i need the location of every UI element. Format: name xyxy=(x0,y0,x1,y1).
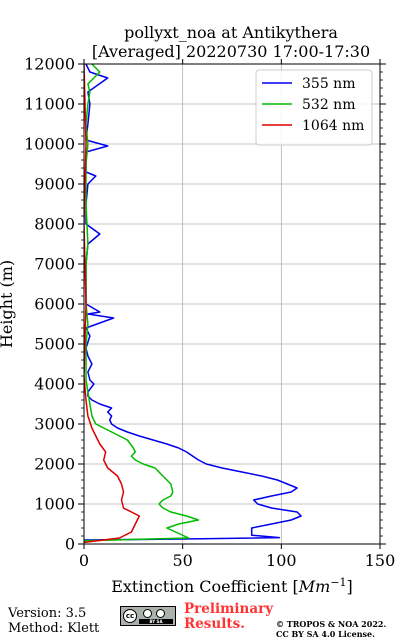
chart-title: pollyxt_noa at Antikythera xyxy=(124,23,338,42)
legend-box xyxy=(255,69,373,146)
series-line-1064-nm xyxy=(84,64,141,544)
method-text: Method: Klett xyxy=(8,621,100,636)
x-axis-label-close: ] xyxy=(347,577,353,596)
ticks: 0 50 100 150 0 1000 2000 3000 4000 5000 6000 7000 80… xyxy=(24,55,395,571)
x-axis-unit: Mm xyxy=(298,577,331,596)
x-tick-label: 100 xyxy=(266,551,297,570)
series-line-355-nm xyxy=(84,64,302,541)
extinction-profile-chart: pollyxt_noa at Antikythera [Averaged] 20… xyxy=(0,23,395,596)
sa-icon xyxy=(156,609,165,618)
by-icon xyxy=(143,609,152,618)
y-tick-label: 12000 xyxy=(24,55,75,74)
by-sa-icons xyxy=(139,609,173,619)
x-axis-unit-exponent: −1 xyxy=(330,576,346,589)
y-tick-label: 2000 xyxy=(34,455,75,474)
version-method: Version: 3.5 Method: Klett xyxy=(8,606,99,636)
copyright-line2: CC BY SA 4.0 License. xyxy=(276,628,375,639)
series-line-532-nm xyxy=(84,64,200,542)
preliminary-notice: Preliminary Results. xyxy=(184,602,273,632)
preliminary-line1: Preliminary xyxy=(184,601,274,617)
y-tick-label: 7000 xyxy=(34,255,75,274)
y-tick-label: 6000 xyxy=(34,295,75,314)
y-tick-label: 10000 xyxy=(24,135,75,154)
cc-license-logo: cc BY SA xyxy=(120,606,176,626)
legend-label: 1064 nm xyxy=(302,118,364,134)
copyright-notice: © TROPOS & NOA 2022. CC BY SA 4.0 Licens… xyxy=(276,619,387,639)
version-text: Version: 3.5 xyxy=(8,606,87,621)
preliminary-line2: Results. xyxy=(184,616,245,632)
y-tick-label: 4000 xyxy=(34,375,75,394)
y-tick-label: 3000 xyxy=(34,415,75,434)
y-tick-label: 8000 xyxy=(34,215,75,234)
x-tick-label: 50 xyxy=(172,551,192,570)
y-tick-label: 11000 xyxy=(24,95,75,114)
y-tick-label: 1000 xyxy=(34,495,75,514)
x-axis-label: Extinction Coefficient [Mm−1] xyxy=(111,576,353,596)
y-tick-label: 9000 xyxy=(34,175,75,194)
legend-label: 355 nm xyxy=(302,76,355,92)
x-tick-label: 150 xyxy=(365,551,396,570)
plot-lines xyxy=(84,64,302,544)
y-tick-label: 0 xyxy=(65,535,75,554)
x-axis-label-text: Extinction Coefficient [ xyxy=(111,577,299,596)
cc-icon: cc xyxy=(123,609,137,623)
copyright-line1: © TROPOS & NOA 2022. xyxy=(276,619,387,629)
chart-subtitle: [Averaged] 20220730 17:00-17:30 xyxy=(92,42,370,61)
y-axis-label: Height (m) xyxy=(0,260,16,348)
x-tick-label: 0 xyxy=(79,551,89,570)
legend: 355 nm 532 nm 1064 nm xyxy=(255,69,373,146)
cc-strip-text: BY SA xyxy=(139,619,173,624)
legend-label: 532 nm xyxy=(302,97,355,113)
y-tick-label: 5000 xyxy=(34,335,75,354)
